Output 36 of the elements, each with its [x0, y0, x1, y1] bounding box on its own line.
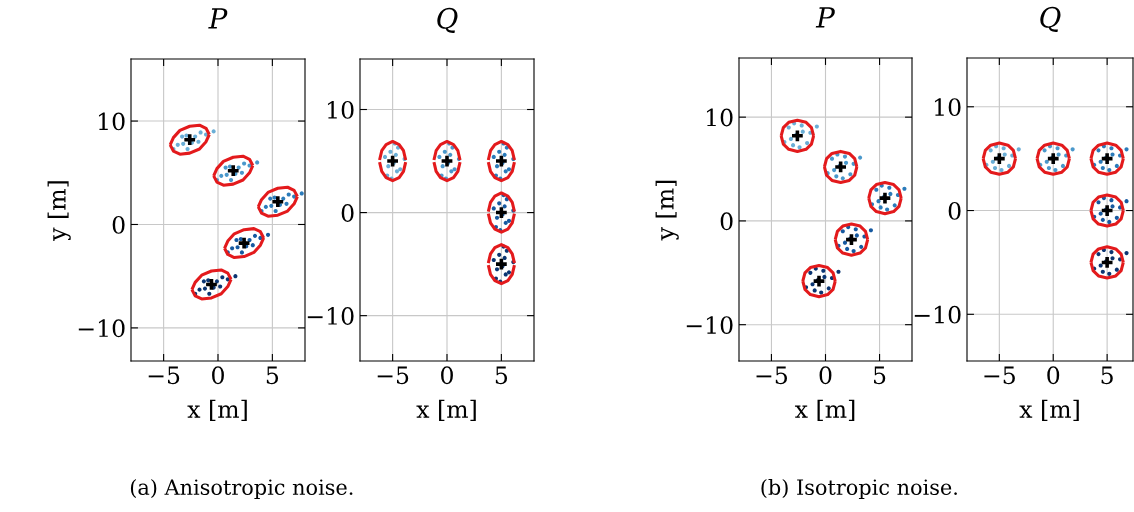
y-tick-label: −10	[78, 319, 125, 338]
y-tick-label: 10	[327, 100, 354, 119]
chart-title: P	[815, 7, 835, 28]
y-axis-title: y [m]	[47, 181, 71, 241]
y-tick-label: 10	[934, 98, 961, 117]
x-tick-label: −5	[148, 366, 180, 385]
y-tick-label: −10	[307, 307, 354, 325]
text: (b) Isotropic noise.	[761, 478, 957, 500]
y-tick-label: −10	[686, 316, 733, 334]
x-tick-label: −5	[984, 366, 1015, 385]
x-tick-label: 0	[212, 366, 224, 385]
chart-title: P	[208, 8, 228, 29]
chart-title: Q	[1040, 6, 1061, 32]
x-axis-title: x [m]	[794, 399, 855, 421]
x-tick-label: 5	[266, 366, 279, 385]
y-tick-label: 0	[112, 215, 125, 234]
x-tick-label: 5	[1101, 366, 1113, 385]
y-axis-title: y [m]	[655, 180, 679, 241]
x-tick-label: 5	[874, 366, 886, 385]
x-axis-title: x [m]	[187, 399, 247, 421]
chart-title: Q	[437, 7, 458, 33]
text: (a) Anisotropic noise.	[130, 478, 353, 500]
x-tick-label: 0	[819, 366, 832, 385]
x-tick-label: 5	[495, 366, 508, 385]
y-tick-label: 0	[341, 204, 354, 222]
x-tick-label: −5	[377, 366, 409, 385]
x-tick-label: 0	[441, 366, 453, 385]
y-tick-label: 0	[720, 212, 733, 231]
y-tick-label: 0	[948, 201, 961, 220]
y-tick-label: −10	[914, 305, 961, 324]
y-tick-label: 10	[706, 108, 733, 127]
x-axis-title: x [m]	[416, 399, 476, 421]
x-tick-label: −5	[756, 366, 788, 385]
y-tick-label: 10	[98, 112, 125, 131]
x-axis-title: x [m]	[1019, 399, 1079, 421]
x-tick-label: 0	[1047, 366, 1060, 385]
